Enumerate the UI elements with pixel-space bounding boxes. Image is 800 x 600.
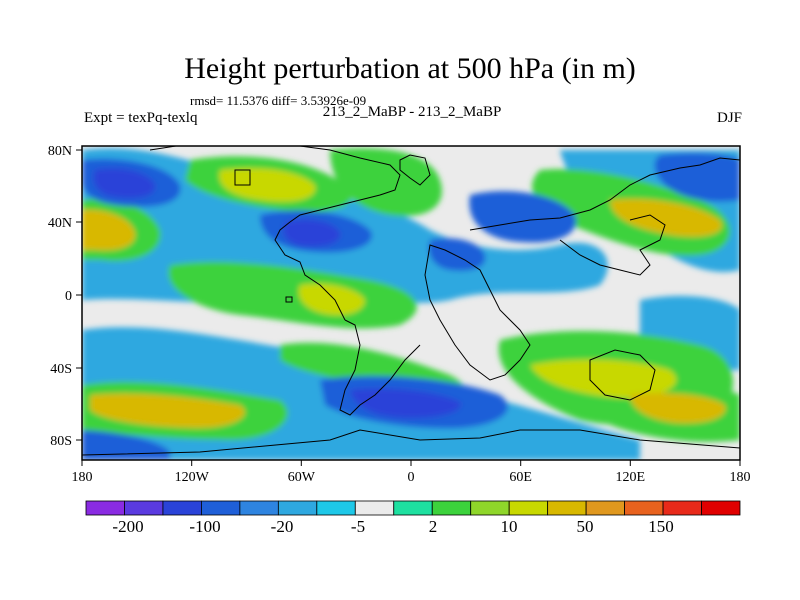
colorbar-label: -200 xyxy=(112,517,143,536)
colorbar-swatch xyxy=(547,500,587,516)
field-yellow-n-america xyxy=(219,168,316,202)
y-tick-label: 80N xyxy=(48,144,72,159)
field-deep-blue-n-america xyxy=(283,219,341,247)
field-yellow-indian xyxy=(530,359,677,399)
field-yellow-far-south xyxy=(630,393,726,424)
coastline-antarctica xyxy=(82,429,740,456)
coastline-greenland xyxy=(399,154,431,186)
colorbar-label: -20 xyxy=(271,517,294,536)
coastlines xyxy=(82,146,740,456)
field-yellow-s-pacific xyxy=(90,393,246,428)
colorbar-swatch xyxy=(85,500,125,516)
y-tick-label: 40S xyxy=(50,362,72,377)
colorbar-swatch xyxy=(201,500,241,516)
colorbar-swatch xyxy=(239,500,279,516)
colorbar-swatch xyxy=(701,500,741,516)
stats-line: rmsd= 11.5376 diff= 3.53926e-09 xyxy=(190,93,367,108)
field-yellow-pacific xyxy=(82,209,136,251)
colorbar-label: 10 xyxy=(501,517,518,536)
colorbar-labels: -200 -100 -20 -5 2 10 50 150 xyxy=(112,517,673,536)
field-yellow-mid xyxy=(298,283,365,316)
run-label: 213_2_MaBP - 213_2_MaBP xyxy=(322,104,502,120)
colorbar-swatch xyxy=(277,500,318,516)
colorbar-label: 50 xyxy=(577,517,594,536)
colorbar-swatch xyxy=(316,500,356,516)
x-tick-label: 120W xyxy=(175,470,210,485)
colorbar-swatch xyxy=(393,500,433,516)
field-deep-blue-southern xyxy=(350,388,461,418)
colorbar-label: -5 xyxy=(351,517,365,536)
map-field xyxy=(82,146,740,460)
colorbar-swatch xyxy=(624,500,664,516)
colorbar-swatch xyxy=(585,500,625,516)
field-blue-n-pacific-east xyxy=(654,152,740,202)
coastline-island-marker xyxy=(285,296,293,303)
page-title: Height perturbation at 500 hPa (in m) xyxy=(184,52,636,85)
y-tick-label: 0 xyxy=(65,289,72,304)
colorbar-swatch xyxy=(508,500,549,516)
coastline-africa xyxy=(424,244,531,381)
x-tick-label: 180 xyxy=(730,470,751,485)
colorbar-label: 150 xyxy=(648,517,674,536)
colorbar-label: 2 xyxy=(429,517,438,536)
coastline-south-america xyxy=(339,319,421,416)
field-yellow-siberia xyxy=(610,198,722,237)
coastline-asia-south xyxy=(559,214,666,276)
colorbar-label: -100 xyxy=(189,517,220,536)
colorbar-swatch xyxy=(124,500,164,516)
x-tick-label: 180 xyxy=(72,470,93,485)
field-deep-blue-pacific xyxy=(93,168,156,199)
x-tick-label: 60E xyxy=(509,470,532,485)
colorbar-swatch xyxy=(470,500,510,516)
x-tick-label: 120E xyxy=(616,470,646,485)
x-tick-label: 0 xyxy=(408,470,415,485)
coastline-eurasia xyxy=(469,157,740,231)
y-tick-label: 80S xyxy=(50,434,72,449)
colorbar-swatch xyxy=(431,500,472,516)
coastline-north-america xyxy=(149,146,401,321)
coastline-australia xyxy=(589,349,656,401)
field-green-atlantic xyxy=(330,148,442,217)
axis-ticks xyxy=(76,149,741,466)
field-blue-indian-east xyxy=(428,238,486,271)
experiment-label: Expt = texPq-texlq xyxy=(84,110,198,126)
colorbar-swatch xyxy=(354,500,395,516)
y-tick-label: 40N xyxy=(48,216,72,231)
colorbar xyxy=(85,500,741,516)
colorbar-swatch xyxy=(162,500,202,516)
coastline-alaska-box xyxy=(234,169,251,186)
season-label: DJF xyxy=(716,110,742,126)
field-blue-eurasia xyxy=(469,191,577,243)
field-blue-far-sw xyxy=(82,430,170,460)
colorbar-swatch xyxy=(662,500,702,516)
x-tick-label: 60W xyxy=(288,470,316,485)
